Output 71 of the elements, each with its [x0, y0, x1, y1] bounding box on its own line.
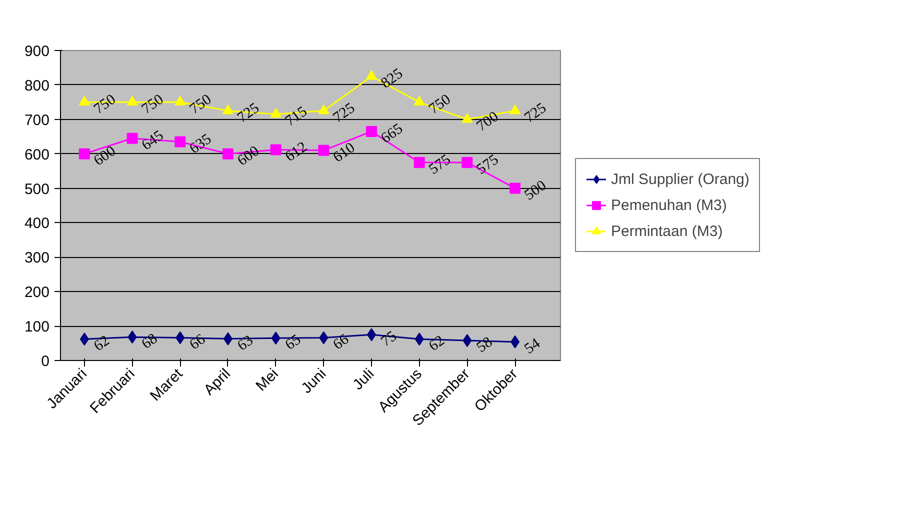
point — [367, 328, 376, 342]
legend-label: Permintaan (M3) — [611, 222, 723, 240]
data-label: 62 — [426, 332, 448, 355]
data-label: 62 — [91, 332, 113, 355]
legend-label: Jml Supplier (Orang) — [611, 170, 750, 188]
y-tick-label: 0 — [41, 353, 50, 370]
point — [366, 70, 378, 80]
point — [319, 331, 328, 344]
point — [271, 332, 280, 345]
y-tick-label: 600 — [24, 146, 50, 164]
y-tick-label: 900 — [24, 43, 50, 60]
point — [174, 136, 186, 148]
point — [462, 156, 473, 168]
point — [414, 156, 425, 168]
data-label: 66 — [330, 331, 352, 354]
y-tick-label: 700 — [24, 112, 50, 129]
point — [510, 335, 520, 348]
data-label: 68 — [139, 330, 161, 353]
data-label: 635 — [186, 131, 215, 158]
data-label: 665 — [378, 120, 406, 147]
point — [126, 96, 138, 106]
point — [222, 104, 234, 114]
y-tick-label: 400 — [24, 215, 50, 232]
data-label: 58 — [474, 334, 496, 356]
data-label: 65 — [282, 332, 304, 354]
data-label: 725 — [330, 100, 358, 126]
data-label: 66 — [186, 331, 209, 354]
point — [78, 148, 90, 160]
point — [366, 126, 378, 137]
y-tick-label: 500 — [24, 180, 50, 198]
point — [510, 104, 521, 114]
data-label: 750 — [91, 92, 119, 118]
data-label: 63 — [234, 332, 256, 354]
data-label: 75 — [378, 328, 400, 350]
data-label: 54 — [522, 335, 544, 358]
point — [270, 144, 282, 156]
y-tick-label: 800 — [24, 77, 50, 94]
point — [126, 132, 138, 144]
point — [174, 96, 186, 106]
y-tick-label: 100 — [24, 318, 50, 336]
point — [270, 108, 282, 118]
data-label: 825 — [378, 66, 406, 92]
point — [78, 96, 90, 106]
y-tick-label: 300 — [24, 250, 50, 267]
data-label: 750 — [186, 92, 215, 118]
point — [128, 330, 137, 344]
point — [462, 113, 473, 123]
legend-label: Pemenuhan (M3) — [611, 196, 727, 214]
x-tick-label: Juli — [350, 365, 378, 394]
data-label: 725 — [522, 100, 550, 126]
data-label: 612 — [282, 139, 310, 166]
y-tick-label: 200 — [24, 284, 50, 302]
data-label: 645 — [139, 128, 167, 154]
data-label: 750 — [139, 92, 167, 118]
data-label: 575 — [474, 152, 502, 178]
x-tick-label: Juni — [298, 365, 330, 397]
point — [80, 332, 89, 346]
data-label: 610 — [330, 140, 358, 166]
point — [414, 96, 425, 106]
point — [222, 148, 234, 160]
x-tick-label: Mei — [252, 365, 282, 395]
point — [176, 331, 185, 344]
point — [462, 334, 472, 348]
point — [414, 332, 424, 346]
point — [510, 182, 521, 194]
data-label: 750 — [426, 92, 454, 118]
point — [223, 332, 232, 346]
point — [318, 144, 330, 156]
point — [318, 104, 330, 114]
data-label: 575 — [426, 152, 454, 178]
data-label: 725 — [234, 100, 262, 126]
